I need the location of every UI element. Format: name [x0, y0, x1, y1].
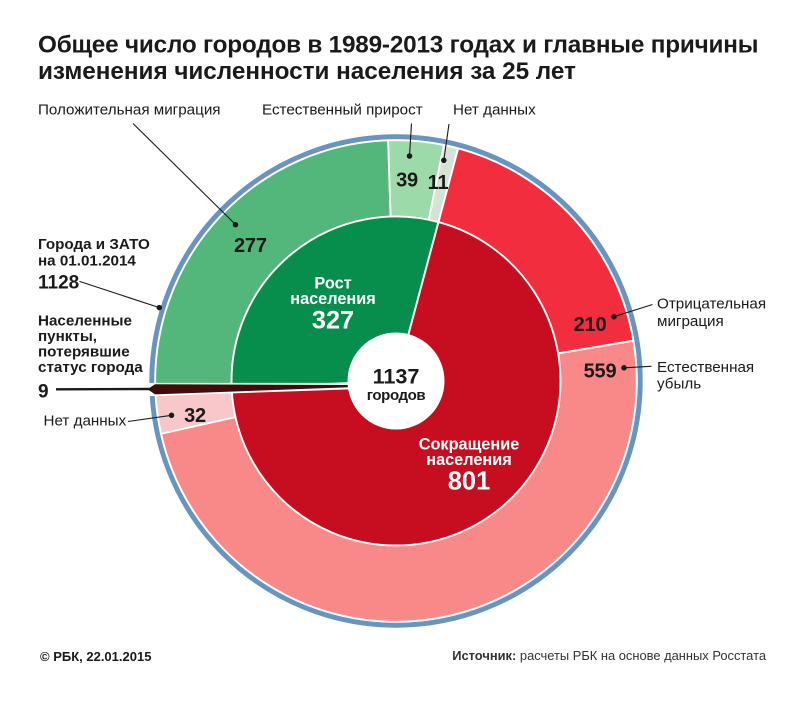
svg-text:11: 11 — [428, 172, 449, 194]
svg-text:на 01.01.2014: на 01.01.2014 — [38, 253, 136, 270]
svg-text:статус города: статус города — [38, 359, 143, 376]
svg-text:277: 277 — [234, 235, 267, 257]
svg-text:9: 9 — [38, 382, 49, 403]
svg-text:Отрицательная: Отрицательная — [657, 296, 766, 313]
svg-text:Нет данных: Нет данных — [453, 102, 536, 119]
svg-text:миграция: миграция — [657, 313, 724, 330]
svg-text:327: 327 — [312, 307, 354, 335]
svg-text:559: 559 — [584, 360, 617, 382]
svg-text:Естественная: Естественная — [657, 359, 754, 376]
svg-text:Нет данных: Нет данных — [44, 413, 127, 430]
svg-text:32: 32 — [184, 405, 206, 427]
svg-text:1137: 1137 — [373, 363, 420, 388]
svg-text:пункты,: пункты, — [38, 328, 97, 345]
svg-text:Положительная миграция: Положительная миграция — [38, 102, 221, 119]
svg-text:Естественный прирост: Естественный прирост — [262, 102, 423, 119]
svg-text:населения: населения — [290, 290, 376, 308]
svg-text:убыль: убыль — [657, 376, 701, 393]
svg-text:801: 801 — [448, 468, 491, 496]
svg-text:39: 39 — [396, 170, 418, 192]
svg-text:© РБК, 22.01.2015: © РБК, 22.01.2015 — [40, 649, 151, 664]
svg-text:Города и ЗАТО: Города и ЗАТО — [38, 236, 150, 253]
svg-text:210: 210 — [574, 314, 607, 336]
svg-text:Общее число городов в 1989-201: Общее число городов в 1989-2013 годах и … — [38, 32, 758, 59]
svg-text:потерявшие: потерявшие — [38, 344, 130, 361]
svg-text:населения: населения — [426, 451, 512, 469]
svg-text:Населенные: Населенные — [38, 313, 132, 330]
svg-text:1128: 1128 — [38, 273, 79, 294]
svg-text:городов: городов — [367, 387, 426, 404]
svg-text:изменения численности населени: изменения численности населения за 25 ле… — [38, 58, 576, 85]
svg-text:Источник: расчеты РБК на основ: Источник: расчеты РБК на основе данных Р… — [452, 648, 767, 663]
